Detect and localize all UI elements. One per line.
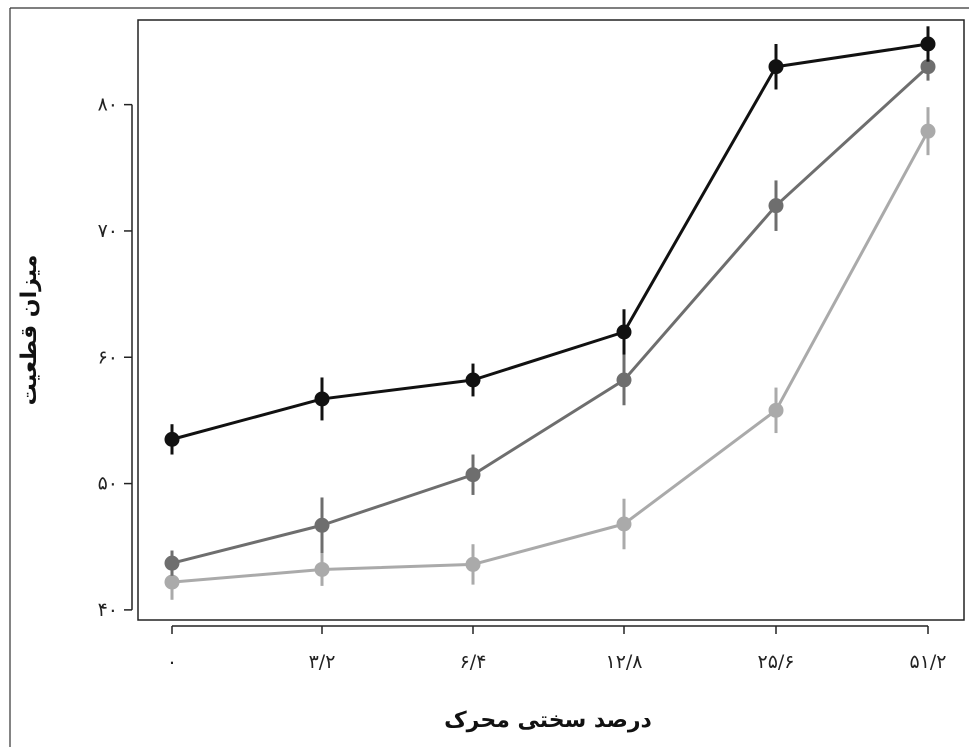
series-1: [164, 26, 936, 455]
y-tick-label: ۷۰: [98, 220, 118, 242]
x-tick-label: ۳/۲: [309, 651, 336, 673]
data-point: [164, 574, 180, 590]
series-line: [171, 42, 929, 441]
data-point: [768, 59, 784, 75]
data-point: [314, 517, 330, 533]
data-point: [920, 123, 936, 139]
series-3: [164, 107, 936, 600]
data-point: [314, 391, 330, 407]
x-tick-label: ۶/۴: [460, 651, 487, 673]
x-tick-label: ۵۱/۲: [909, 651, 946, 673]
x-axis: ۰ ۳/۲ ۶/۴ ۱۲/۸ ۲۵/۶ ۵۱/۲: [167, 625, 947, 673]
x-tick-label: ۱۲/۸: [605, 651, 642, 673]
data-point: [768, 198, 784, 214]
data-point: [465, 556, 481, 572]
data-point: [465, 372, 481, 388]
data-point: [616, 372, 632, 388]
plot-frame: [137, 19, 965, 621]
series-line: [171, 65, 930, 565]
y-axis: ۴۰ ۵۰ ۶۰ ۷۰ ۸۰: [98, 94, 133, 621]
y-tick-label: ۵۰: [98, 473, 118, 495]
x-tick-label: ۲۵/۶: [757, 651, 794, 673]
series-2: [164, 52, 936, 576]
y-axis-title: میزان قطعیت: [17, 255, 42, 406]
data-point: [314, 561, 330, 577]
data-point: [616, 324, 632, 340]
y-tick-label: ۶۰: [98, 346, 118, 368]
x-axis-title: درصد سختی محرک: [444, 708, 652, 733]
series-layer: [164, 26, 936, 600]
data-point: [616, 516, 632, 532]
data-point: [465, 467, 481, 483]
y-tick-label: ۴۰: [98, 599, 118, 621]
series-line: [171, 130, 930, 584]
data-point: [920, 36, 936, 52]
data-point: [164, 431, 180, 447]
data-point: [920, 59, 936, 75]
data-point: [164, 555, 180, 571]
data-point: [768, 402, 784, 418]
x-tick-label: ۰: [167, 651, 177, 673]
y-tick-label: ۸۰: [98, 94, 118, 116]
